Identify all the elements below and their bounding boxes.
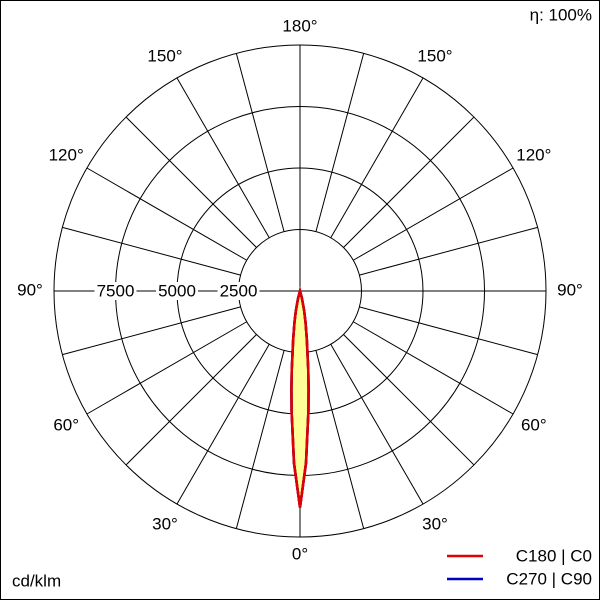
angle-grid-line xyxy=(235,350,285,529)
r-tick-label: 7500 xyxy=(97,281,135,300)
angle-grid-line xyxy=(330,77,424,238)
angle-grid-line xyxy=(125,334,257,466)
angle-grid-line xyxy=(353,167,514,261)
angle-grid-line xyxy=(359,226,538,276)
legend-label: C270 | C90 xyxy=(506,569,592,588)
angle-tick-label: 0° xyxy=(292,544,308,563)
r-tick-bg xyxy=(94,282,137,300)
angle-grid-line xyxy=(62,226,241,276)
angle-tick-label: 90° xyxy=(557,280,583,299)
r-tick-bg xyxy=(217,282,260,300)
angle-grid-line xyxy=(125,116,257,248)
angle-grid-line xyxy=(353,321,514,415)
angle-tick-label: 150° xyxy=(417,47,452,66)
legend-label: C180 | C0 xyxy=(516,546,592,565)
angle-tick-label: 180° xyxy=(282,16,317,35)
angle-tick-label: 90° xyxy=(17,280,43,299)
angle-grid-line xyxy=(86,321,247,415)
r-tick-label: 5000 xyxy=(158,281,196,300)
angle-grid-line xyxy=(86,167,247,261)
angle-grid-line xyxy=(359,306,538,356)
outer-ring xyxy=(53,44,547,538)
angle-grid-line xyxy=(62,306,241,356)
angle-grid-line xyxy=(343,116,475,248)
angle-grid-line xyxy=(330,344,424,505)
angle-grid-line xyxy=(343,334,475,466)
efficiency-label: η: 100% xyxy=(530,5,592,24)
angle-tick-label: 120° xyxy=(49,145,84,164)
r-tick-label: 2500 xyxy=(220,281,258,300)
intensity-curve-top xyxy=(290,286,310,508)
angle-tick-label: 120° xyxy=(516,145,551,164)
angle-tick-label: 30° xyxy=(422,514,448,533)
r-tick-bg xyxy=(156,282,198,300)
angle-grid-line xyxy=(315,53,365,232)
angle-grid-line xyxy=(315,350,365,529)
angle-grid-line xyxy=(176,77,270,238)
unit-label: cd/klm xyxy=(12,571,61,590)
angle-tick-label: 150° xyxy=(147,47,182,66)
angle-grid-line xyxy=(235,53,285,232)
angle-tick-label: 60° xyxy=(521,415,547,434)
angle-tick-label: 30° xyxy=(152,514,178,533)
angle-grid-line xyxy=(176,344,270,505)
angle-tick-label: 60° xyxy=(53,415,79,434)
